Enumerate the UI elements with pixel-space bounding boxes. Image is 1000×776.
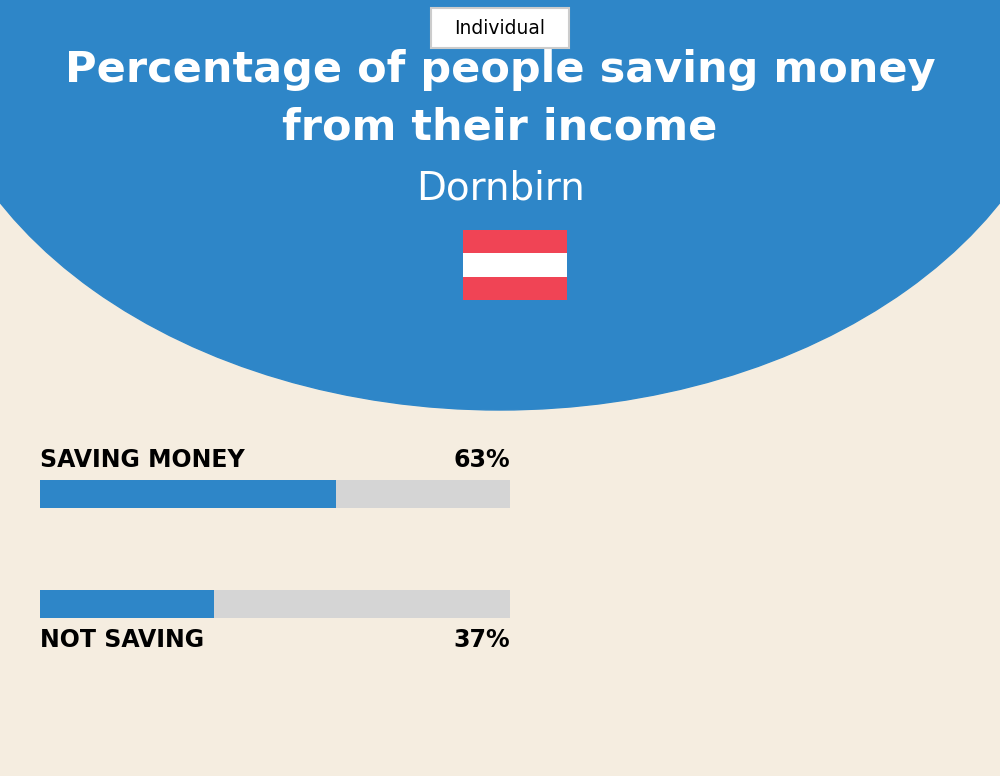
Text: SAVING MONEY: SAVING MONEY: [40, 448, 245, 472]
FancyBboxPatch shape: [40, 480, 510, 508]
Text: Individual: Individual: [454, 19, 546, 37]
FancyBboxPatch shape: [463, 253, 567, 277]
Text: Percentage of people saving money: Percentage of people saving money: [65, 49, 935, 91]
FancyBboxPatch shape: [463, 230, 567, 253]
Text: NOT SAVING: NOT SAVING: [40, 628, 204, 652]
Text: Dornbirn: Dornbirn: [416, 169, 584, 207]
Ellipse shape: [0, 0, 1000, 410]
FancyBboxPatch shape: [431, 8, 569, 48]
Text: 37%: 37%: [453, 628, 510, 652]
Text: from their income: from their income: [282, 107, 718, 149]
FancyBboxPatch shape: [40, 590, 510, 618]
FancyBboxPatch shape: [40, 480, 336, 508]
FancyBboxPatch shape: [40, 590, 214, 618]
Text: 63%: 63%: [453, 448, 510, 472]
FancyBboxPatch shape: [463, 277, 567, 300]
